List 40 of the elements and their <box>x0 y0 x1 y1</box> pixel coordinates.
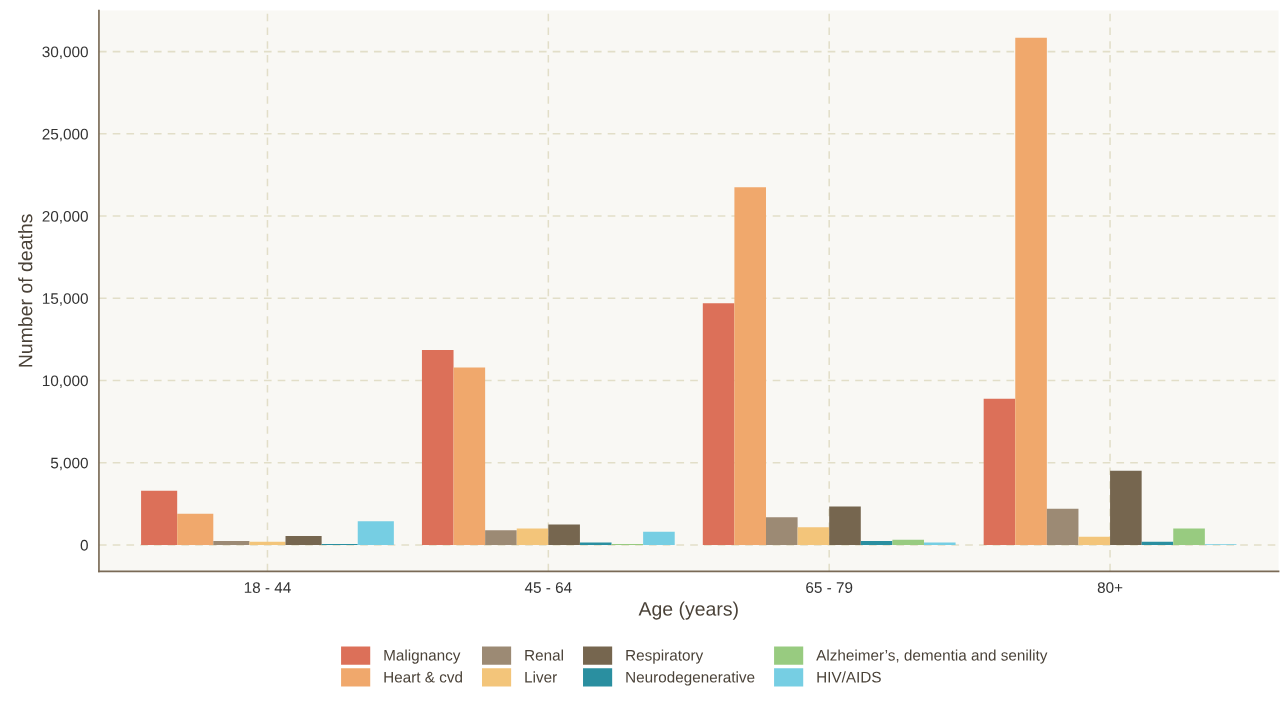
bar <box>1173 528 1205 545</box>
x-tick-label: 45 - 64 <box>524 582 572 593</box>
legend-label: Renal <box>525 649 563 661</box>
legend-label: Liver <box>525 671 557 683</box>
legend-label: Alzheimer’s, dementia and senility <box>816 649 1048 664</box>
x-tick-label: 65 - 79 <box>806 582 853 593</box>
bar <box>797 527 830 545</box>
y-tick-label: 25,000 <box>42 128 88 142</box>
bar <box>702 303 735 545</box>
y-tick-label: 30,000 <box>42 46 88 60</box>
bar <box>983 398 1016 545</box>
y-tick-label: 10,000 <box>42 375 88 389</box>
bar <box>421 350 454 545</box>
bar <box>892 539 924 545</box>
bar <box>766 517 798 545</box>
x-tick-label: 18 - 44 <box>244 582 291 593</box>
bar <box>453 367 486 545</box>
bar <box>1015 37 1047 545</box>
y-axis-title: Number of deaths <box>18 214 33 367</box>
bar <box>643 531 675 545</box>
bar <box>860 540 893 545</box>
x-axis-title: Age (years) <box>638 601 738 620</box>
legend-label: Malignancy <box>384 649 461 664</box>
bar <box>1078 536 1111 545</box>
bar <box>1110 470 1142 545</box>
bar <box>1046 508 1079 545</box>
legend-label: HIV/AIDS <box>817 671 881 683</box>
bar <box>485 530 517 545</box>
y-tick-label: 15,000 <box>42 293 88 306</box>
bar <box>829 506 861 545</box>
bar <box>548 524 580 545</box>
y-tick-label: 5,000 <box>50 457 88 471</box>
legend-label: Heart & cvd <box>384 671 462 683</box>
legend-label: Neurodegenerative <box>626 671 755 686</box>
y-tick-label: 20,000 <box>42 210 88 224</box>
legend-label: Respiratory <box>626 649 704 664</box>
x-tick-label: 80+ <box>1097 582 1123 593</box>
bar <box>516 528 549 545</box>
bar <box>734 187 766 545</box>
y-tick-label: 0 <box>80 539 88 551</box>
